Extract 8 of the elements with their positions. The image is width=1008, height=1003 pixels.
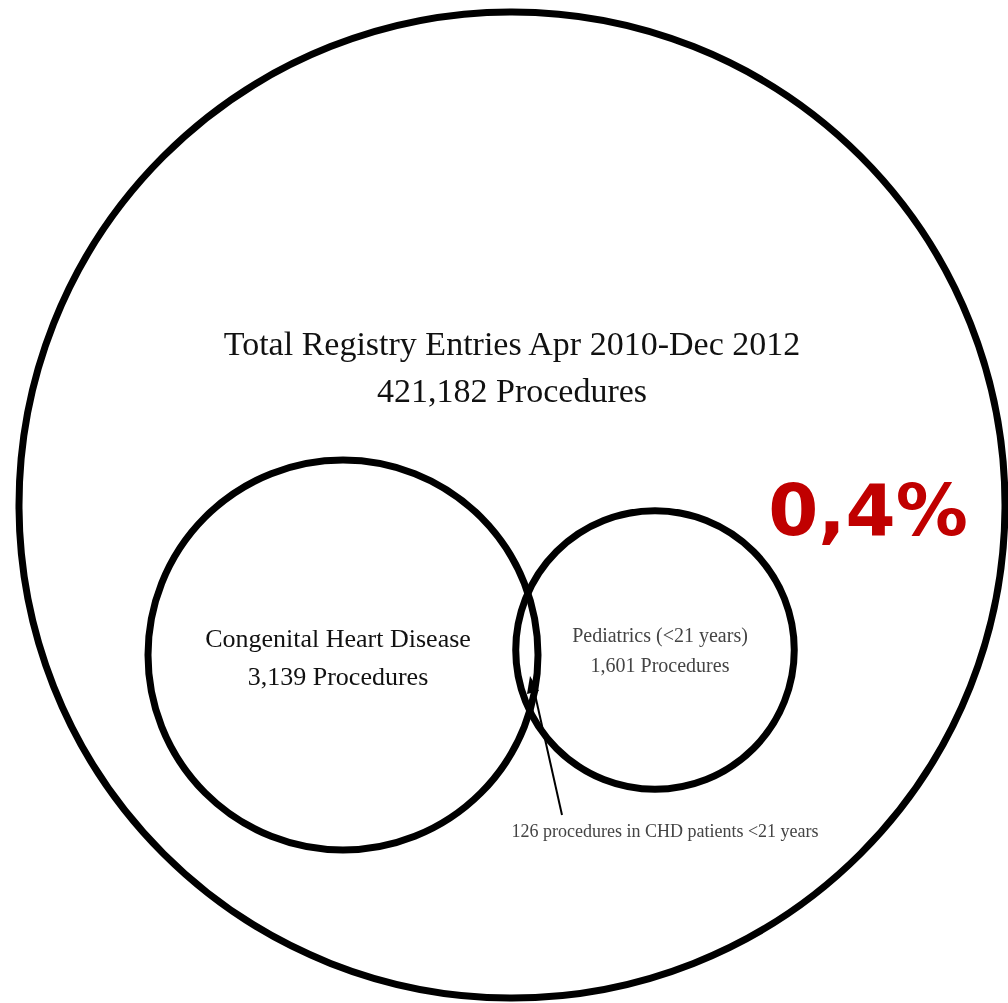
text: 0,4% — [768, 468, 968, 552]
data-label: 3,139 Procedures — [247, 662, 429, 691]
text: 126 procedures in CHD patients <21 years — [511, 821, 819, 841]
data-label: 421,182 Procedures — [376, 372, 648, 409]
category-label: Pediatrics (<21 years) — [572, 624, 748, 647]
category-label: Total Registry Entries Apr 2010-Dec 2012 — [223, 325, 801, 362]
data-label: 1,601 Procedures — [590, 654, 730, 676]
category-label: Congenital Heart Disease — [205, 624, 471, 653]
